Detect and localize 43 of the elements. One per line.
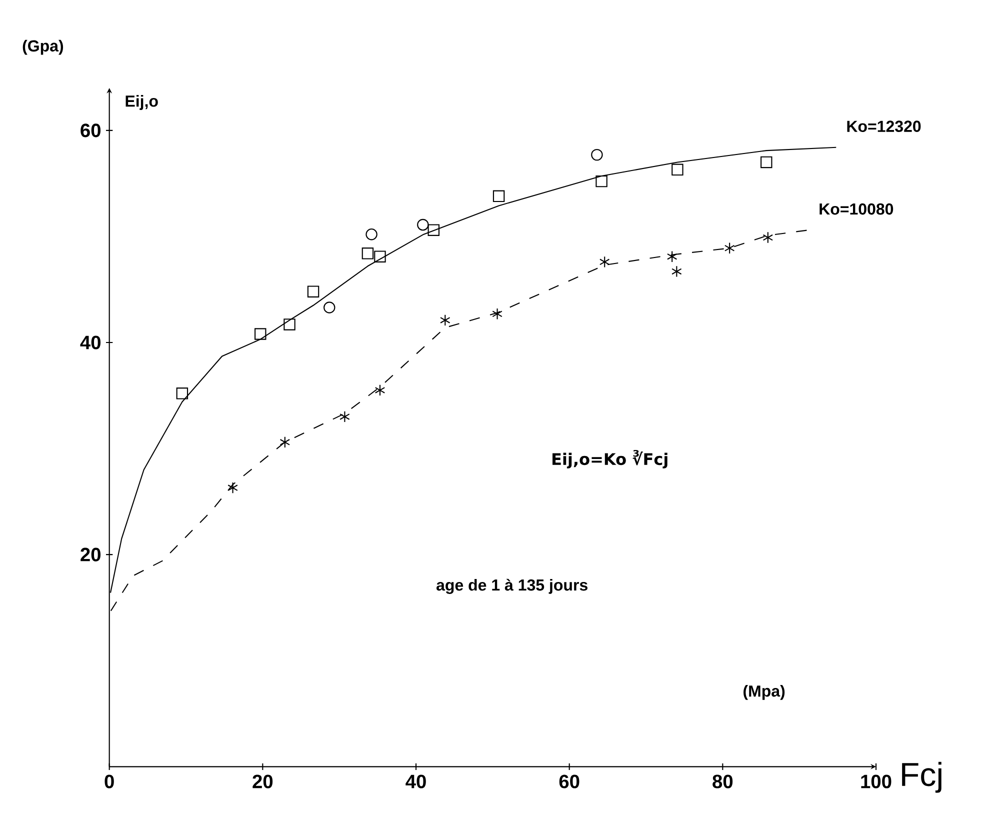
point	[672, 164, 684, 176]
point	[374, 250, 386, 263]
point	[666, 250, 678, 263]
point	[672, 266, 682, 278]
x-tick-label: 100	[861, 774, 892, 788]
x-tick-label: 80	[712, 774, 733, 788]
point	[724, 242, 735, 254]
x-tick-label: 40	[406, 774, 426, 788]
x-tick-label: 0	[104, 774, 114, 788]
point	[340, 411, 350, 423]
annotation: age de 1 à 135 jours	[436, 579, 588, 594]
point	[492, 308, 502, 320]
point	[417, 219, 429, 231]
x-tick-label: 60	[559, 774, 580, 788]
point	[362, 248, 374, 260]
point	[307, 286, 320, 298]
series-label: Ko=10080	[820, 204, 894, 215]
point	[176, 388, 188, 400]
point	[760, 156, 772, 168]
point	[374, 384, 386, 396]
annotation: Eij,o=Ko ∛Fcj	[552, 450, 668, 468]
point	[254, 328, 266, 340]
series-label: Ko=12320	[847, 120, 921, 132]
y-tick-label: 20	[80, 548, 101, 562]
point	[324, 302, 336, 314]
y-tick-label: 60	[80, 124, 101, 138]
point	[280, 436, 290, 448]
point	[428, 224, 440, 236]
point	[762, 232, 774, 244]
y-tick-label: 40	[80, 336, 101, 350]
point	[596, 176, 608, 188]
x-axis-title: Fcj	[902, 762, 942, 793]
point	[599, 256, 610, 268]
point	[591, 149, 603, 161]
point	[440, 314, 450, 326]
point	[492, 190, 505, 202]
x-tick-label: 20	[252, 774, 273, 788]
point	[284, 318, 296, 331]
annotation: (Mpa)	[744, 685, 785, 700]
point	[366, 228, 378, 240]
text: (Gpa)	[22, 40, 64, 55]
point	[228, 482, 238, 494]
y-axis-title: Eij,o	[126, 95, 158, 110]
